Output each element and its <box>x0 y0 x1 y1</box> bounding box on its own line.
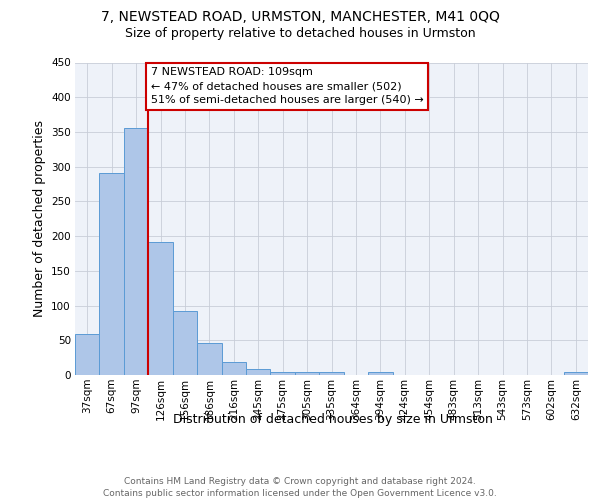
Bar <box>75 334 100 375</box>
Bar <box>197 343 221 375</box>
Text: Contains HM Land Registry data © Crown copyright and database right 2024.
Contai: Contains HM Land Registry data © Crown c… <box>103 476 497 498</box>
Bar <box>295 372 319 375</box>
Bar <box>173 311 197 375</box>
Bar <box>271 372 295 375</box>
Text: Size of property relative to detached houses in Urmston: Size of property relative to detached ho… <box>125 28 475 40</box>
Bar <box>563 372 588 375</box>
Bar <box>124 128 148 375</box>
Bar <box>246 369 271 375</box>
Text: Distribution of detached houses by size in Urmston: Distribution of detached houses by size … <box>173 412 493 426</box>
Y-axis label: Number of detached properties: Number of detached properties <box>32 120 46 318</box>
Bar <box>368 372 392 375</box>
Text: 7 NEWSTEAD ROAD: 109sqm
← 47% of detached houses are smaller (502)
51% of semi-d: 7 NEWSTEAD ROAD: 109sqm ← 47% of detache… <box>151 68 424 106</box>
Bar <box>221 362 246 375</box>
Text: 7, NEWSTEAD ROAD, URMSTON, MANCHESTER, M41 0QQ: 7, NEWSTEAD ROAD, URMSTON, MANCHESTER, M… <box>101 10 499 24</box>
Bar <box>319 372 344 375</box>
Bar <box>148 242 173 375</box>
Bar <box>100 173 124 375</box>
